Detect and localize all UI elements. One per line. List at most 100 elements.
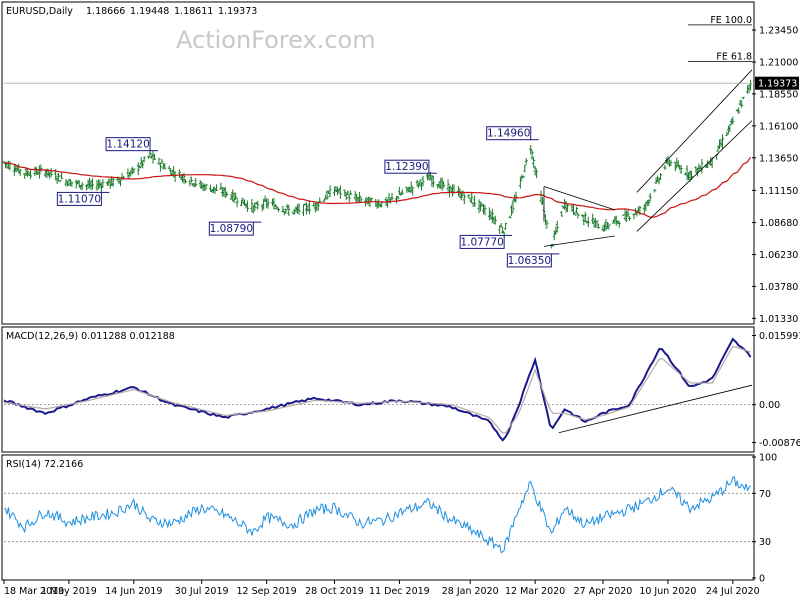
ohlc-bar — [530, 150, 534, 160]
swing-label: 1.12390 — [384, 159, 437, 174]
rsi-y-tick-label: 30 — [759, 537, 771, 548]
ohlc-bar — [626, 209, 630, 218]
macd-line — [3, 337, 752, 442]
ohlc-bar — [316, 202, 320, 211]
ohlc-bar — [560, 211, 564, 217]
ohlc-bar — [535, 169, 539, 179]
ohlc-bar — [287, 204, 291, 216]
ohlc-bar — [411, 187, 415, 196]
ohlc-bar — [189, 176, 193, 183]
swing-label: 1.07770 — [459, 234, 513, 249]
ohlc-bar — [338, 185, 342, 199]
ohlc-bar — [421, 175, 425, 187]
x-tick-label: 14 Jun 2019 — [105, 586, 162, 597]
swing-label-box — [459, 234, 505, 249]
ohlc-bar — [26, 167, 30, 177]
ohlc-bar — [617, 221, 621, 228]
ohlc-bar — [147, 156, 151, 159]
ohlc-bar — [504, 222, 508, 230]
ohlc-bar — [462, 193, 466, 205]
ohlc-bar — [427, 172, 431, 181]
ohlc-bar — [273, 204, 277, 208]
x-tick-label: 28 Jan 2020 — [442, 586, 499, 597]
ohlc-bar — [741, 96, 745, 100]
ohlc-bar — [749, 79, 753, 91]
ohlc-bar — [566, 204, 570, 212]
price-y-tick-label: 1.18550 — [759, 89, 798, 100]
price-panel-frame — [1, 1, 755, 325]
ohlc-bar — [594, 218, 598, 228]
ohlc-open: 1.18666 — [86, 6, 125, 17]
ohlc-bar — [604, 219, 608, 231]
swing-label-text: 1.08790 — [210, 223, 253, 235]
ohlc-bar — [529, 145, 533, 155]
ohlc-bar — [99, 182, 103, 193]
ohlc-bar — [235, 197, 239, 208]
ohlc-bar — [555, 220, 559, 233]
ohlc-bar — [399, 192, 403, 196]
ohlc-bar — [70, 182, 74, 188]
ohlc-bar — [597, 223, 601, 229]
channel-lower-line — [636, 120, 753, 232]
ohlc-bar — [473, 195, 477, 207]
swing-label-text: 1.07770 — [460, 236, 503, 248]
channel-upper-line — [636, 69, 753, 193]
price-y-tick-label: 1.21000 — [759, 57, 798, 68]
price-y-tick-label: 1.13650 — [759, 153, 798, 164]
price-y-tick-label: 1.16100 — [759, 121, 798, 132]
macd-y-tick-label: 0.015991 — [759, 331, 800, 342]
rsi-panel-frame — [1, 454, 755, 581]
x-tick-label: 10 Jun 2020 — [639, 586, 696, 597]
macd-y-tick-label: 0.00 — [759, 400, 780, 411]
ohlc-bar — [64, 179, 68, 187]
fibonacci-label: FE 61.8 — [716, 51, 752, 62]
ohlc-bar — [178, 169, 182, 178]
ohlc-bar — [142, 156, 146, 163]
ohlc-bar — [586, 216, 590, 228]
ohlc-bar — [446, 179, 450, 192]
ohlc-bar — [157, 157, 161, 165]
ohlc-bar — [256, 200, 260, 210]
macd-panel-frame — [1, 326, 755, 453]
ohlc-bar — [583, 211, 587, 223]
ohlc-bar — [119, 179, 123, 187]
rsi-y-tick-label: 100 — [759, 453, 777, 464]
ohlc-bar — [148, 150, 152, 157]
x-tick-label: 1 May 2019 — [41, 586, 97, 597]
ohlc-bar — [18, 169, 22, 176]
ohlc-bar — [194, 178, 198, 188]
ohlc-close: 1.19373 — [218, 6, 257, 17]
ohlc-low: 1.18611 — [174, 6, 213, 17]
ohlc-bar — [490, 208, 494, 224]
ohlc-bar — [511, 199, 515, 213]
ohlc-bar — [211, 186, 215, 194]
ohlc-bar — [647, 199, 651, 206]
ohlc-bar — [576, 212, 580, 219]
ohlc-bar — [101, 178, 105, 188]
ohlc-bar — [532, 156, 536, 169]
ohlc-bar — [607, 224, 611, 230]
swing-label-box — [486, 126, 532, 141]
ohlc-bar — [105, 181, 109, 186]
ohlc-bar — [380, 202, 384, 208]
price-y-tick-label: 1.03780 — [759, 282, 798, 293]
ohlc-bar — [418, 179, 422, 187]
ohlc-bar — [483, 204, 487, 216]
ohlc-bar — [39, 164, 43, 173]
ohlc-bar — [158, 162, 162, 172]
swing-label: 1.08790 — [208, 221, 262, 236]
price-y-tick-label: 1.11150 — [759, 186, 798, 197]
ohlc-bar — [266, 198, 270, 209]
ohlc-bar — [141, 161, 145, 169]
ohlc-bar — [322, 199, 326, 203]
ohlc-bar — [91, 178, 95, 190]
ohlc-bar — [700, 159, 704, 174]
price-chart-title: EURUSD,Daily — [6, 6, 73, 17]
swing-label-box — [208, 221, 254, 236]
x-tick-label: 28 Oct 2019 — [305, 586, 364, 597]
ohlc-bar — [234, 192, 238, 200]
ohlc-bar — [431, 175, 435, 188]
ohlc-bar — [514, 191, 518, 203]
ohlc-bar — [520, 174, 524, 181]
